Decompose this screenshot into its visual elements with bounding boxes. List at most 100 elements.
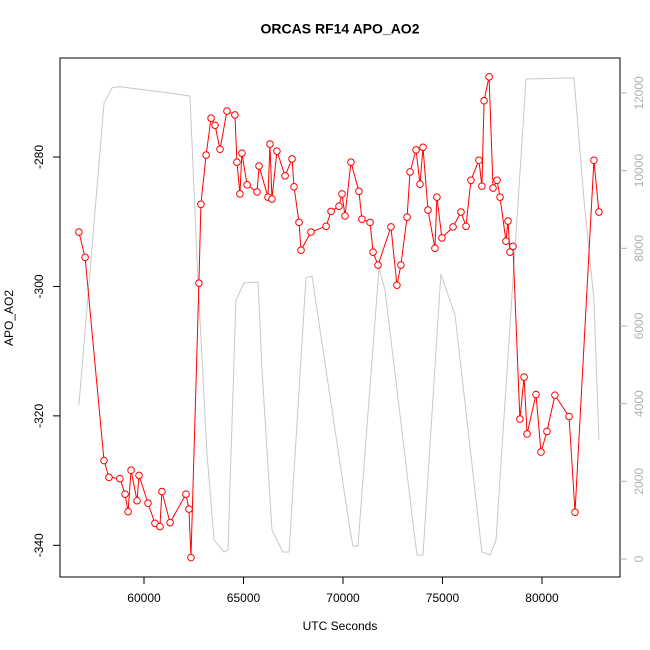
- data-point: [307, 228, 315, 236]
- data-point: [105, 473, 113, 482]
- data-point: [158, 487, 166, 496]
- data-point: [393, 281, 401, 289]
- data-point: [185, 505, 193, 513]
- data-point: [243, 181, 251, 189]
- x-tick-label: 75000: [426, 591, 460, 605]
- data-point: [202, 151, 210, 159]
- data-point: [121, 490, 129, 498]
- data-point: [266, 140, 274, 148]
- data-point: [338, 190, 346, 198]
- data-point: [571, 508, 579, 517]
- data-point: [480, 96, 488, 105]
- data-point: [374, 261, 382, 269]
- data-point: [133, 496, 141, 505]
- data-point: [290, 182, 298, 191]
- data-point: [156, 522, 164, 531]
- data-point: [322, 222, 330, 231]
- data-point: [197, 200, 205, 209]
- data-point: [457, 208, 465, 216]
- data-point: [543, 427, 551, 436]
- data-point: [595, 208, 603, 216]
- data-point: [211, 121, 219, 130]
- data-point: [467, 176, 475, 185]
- data-point: [81, 253, 89, 262]
- data-point: [358, 215, 366, 223]
- x-tick-label: 70000: [326, 591, 360, 605]
- data-point: [504, 217, 512, 225]
- y2-tick-label: 0: [632, 555, 646, 562]
- data-point: [403, 213, 411, 221]
- data-point: [412, 146, 420, 154]
- series-line: [78, 77, 600, 556]
- data-point: [207, 114, 215, 122]
- chart-title: ORCAS RF14 APO_AO2: [261, 21, 420, 37]
- data-point: [369, 248, 377, 256]
- x-tick-label: 60000: [127, 591, 161, 605]
- series-line: [78, 76, 600, 558]
- data-point: [281, 171, 289, 180]
- data-point: [485, 72, 493, 81]
- data-point: [462, 222, 470, 231]
- x-axis-label: UTC Seconds: [303, 619, 378, 633]
- plot-frame: [59, 57, 621, 578]
- data-point: [565, 412, 573, 421]
- data-point: [124, 507, 132, 516]
- data-point: [489, 184, 497, 192]
- data-point: [75, 228, 83, 236]
- y2-tick-label: 2000: [632, 468, 646, 495]
- data-point: [347, 158, 355, 166]
- data-point: [187, 553, 195, 562]
- data-point: [335, 202, 343, 210]
- data-point: [295, 218, 303, 227]
- data-point: [438, 234, 446, 242]
- data-point: [255, 162, 263, 170]
- y2-tick-label: 10000: [632, 154, 646, 188]
- data-point: [195, 279, 203, 288]
- data-point: [590, 156, 598, 165]
- data-point: [341, 212, 349, 220]
- y-tick-label: -300: [32, 274, 46, 298]
- data-point: [532, 390, 540, 399]
- data-point: [506, 248, 514, 256]
- y-tick-label: -280: [32, 145, 46, 169]
- x-tick-label: 80000: [525, 591, 559, 605]
- y2-tick-label: 4000: [632, 390, 646, 417]
- data-point: [502, 237, 510, 245]
- y-axis-label: APO_AO2: [2, 290, 16, 346]
- data-point: [475, 156, 483, 165]
- data-point: [253, 188, 261, 196]
- data-point: [551, 391, 559, 399]
- data-point: [116, 474, 124, 483]
- y-tick-label: -340: [32, 533, 46, 557]
- data-point: [216, 145, 224, 154]
- data-point: [433, 193, 441, 201]
- data-point: [100, 456, 108, 465]
- data-point: [523, 430, 531, 438]
- data-point: [297, 246, 305, 254]
- data-point: [238, 149, 246, 157]
- data-point: [424, 206, 432, 214]
- data-point: [135, 471, 143, 480]
- data-point: [166, 518, 174, 527]
- data-point: [327, 207, 335, 216]
- data-point: [387, 223, 395, 231]
- data-point: [231, 111, 239, 119]
- data-point: [537, 448, 545, 456]
- data-point: [509, 242, 517, 251]
- data-point: [449, 223, 457, 231]
- data-point: [182, 490, 190, 498]
- data-point: [236, 190, 244, 198]
- y2-tick-label: 8000: [632, 235, 646, 262]
- y2-tick-label: 12000: [632, 76, 646, 110]
- data-point: [268, 195, 276, 203]
- data-point: [431, 244, 439, 253]
- y-tick-label: -320: [32, 404, 46, 428]
- data-point: [233, 158, 241, 166]
- data-point: [144, 499, 152, 508]
- data-point: [366, 218, 374, 227]
- data-point: [416, 180, 424, 188]
- data-point: [223, 107, 231, 115]
- x-tick-label: 65000: [227, 591, 261, 605]
- y2-tick-label: 6000: [632, 312, 646, 339]
